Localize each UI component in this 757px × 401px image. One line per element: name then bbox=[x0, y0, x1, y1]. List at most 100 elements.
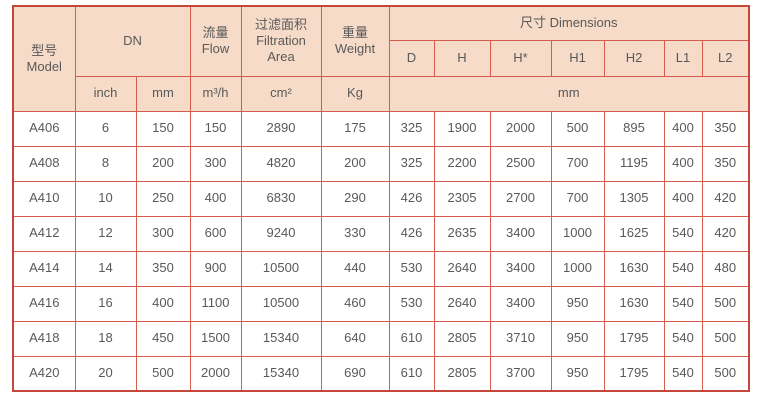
cell-d: 325 bbox=[388, 145, 435, 182]
cell-h2: 1795 bbox=[603, 355, 665, 392]
cell-l1: 400 bbox=[663, 145, 703, 182]
cell-flow: 400 bbox=[189, 180, 242, 217]
header-flow-zh: 流量 bbox=[202, 25, 229, 40]
cell-weight: 175 bbox=[320, 110, 390, 147]
cell-d: 530 bbox=[388, 250, 435, 287]
table-row: A408 8 200 300 4820 200 325 2200 2500 700 1195 400 3… bbox=[12, 145, 750, 182]
unit-mm: mm bbox=[135, 75, 191, 112]
cell-model: A414 bbox=[12, 250, 76, 287]
cell-h1: 950 bbox=[550, 320, 605, 357]
header-model-zh: 型号 bbox=[31, 42, 58, 58]
header-row-units: inch mm m³/h cm² Kg mm bbox=[13, 75, 750, 112]
header-model: 型号 Model bbox=[12, 5, 76, 112]
table-row: A420 20 500 2000 15340 690 610 2805 3700 950 1795 5… bbox=[12, 355, 750, 392]
header-dim-h-star: H* bbox=[489, 39, 552, 77]
cell-mm: 150 bbox=[135, 110, 191, 147]
cell-inch: 8 bbox=[74, 145, 137, 182]
cell-mm: 450 bbox=[135, 320, 191, 357]
cell-h_star: 3400 bbox=[489, 215, 552, 252]
cell-h: 2805 bbox=[433, 320, 491, 357]
cell-area: 2890 bbox=[240, 110, 322, 147]
cell-h1: 1000 bbox=[550, 215, 605, 252]
cell-inch: 14 bbox=[74, 250, 137, 287]
header-flow-en: Flow bbox=[201, 41, 230, 57]
header-row-1: 型号 Model DN 流量 Flow 过滤面积 Filtration Area… bbox=[12, 5, 750, 112]
cell-flow: 1500 bbox=[189, 320, 242, 357]
cell-l2: 480 bbox=[701, 250, 750, 287]
cell-h: 2200 bbox=[433, 145, 491, 182]
cell-mm: 350 bbox=[135, 250, 191, 287]
table-row: A416 16 400 1100 10500 460 530 2640 3400 950 1630 5… bbox=[12, 285, 750, 322]
cell-model: A408 bbox=[12, 145, 76, 182]
cell-flow: 150 bbox=[189, 110, 242, 147]
cell-h2: 1630 bbox=[603, 250, 665, 287]
cell-l1: 540 bbox=[663, 285, 703, 322]
cell-h1: 950 bbox=[550, 285, 605, 322]
table-row: A406 6 150 150 2890 175 325 1900 2000 500 895 400 35… bbox=[12, 110, 750, 147]
cell-h: 2640 bbox=[433, 250, 491, 287]
cell-h: 1900 bbox=[433, 110, 491, 147]
cell-l1: 400 bbox=[663, 110, 703, 147]
cell-h1: 700 bbox=[550, 180, 605, 217]
cell-d: 325 bbox=[388, 110, 435, 147]
cell-h1: 1000 bbox=[550, 250, 605, 287]
cell-mm: 250 bbox=[135, 180, 191, 217]
cell-h2: 895 bbox=[603, 110, 665, 147]
cell-l2: 500 bbox=[701, 285, 750, 322]
cell-h2: 1195 bbox=[603, 145, 665, 182]
header-filtration-area: 过滤面积 Filtration Area bbox=[240, 5, 322, 77]
cell-l1: 540 bbox=[663, 320, 703, 357]
cell-l1: 540 bbox=[663, 355, 703, 392]
cell-h_star: 3400 bbox=[489, 285, 552, 322]
cell-inch: 10 bbox=[74, 180, 137, 217]
cell-weight: 690 bbox=[320, 355, 390, 392]
cell-mm: 200 bbox=[135, 145, 191, 182]
cell-d: 610 bbox=[388, 355, 435, 392]
cell-mm: 300 bbox=[135, 215, 191, 252]
cell-flow: 900 bbox=[189, 250, 242, 287]
cell-weight: 460 bbox=[320, 285, 390, 322]
cell-h_star: 2500 bbox=[489, 145, 552, 182]
cell-h_star: 3700 bbox=[489, 355, 552, 392]
cell-model: A412 bbox=[12, 215, 76, 252]
unit-dimensions: mm bbox=[388, 75, 750, 112]
cell-area: 15340 bbox=[240, 320, 322, 357]
header-weight-zh: 重量 bbox=[341, 25, 368, 40]
cell-mm: 500 bbox=[135, 355, 191, 392]
cell-l1: 540 bbox=[663, 250, 703, 287]
header-dim-h1: H1 bbox=[550, 39, 605, 77]
cell-inch: 6 bbox=[74, 110, 137, 147]
header-filtration-en: Filtration Area bbox=[256, 33, 306, 65]
header-filtration-zh: 过滤面积 bbox=[254, 16, 307, 32]
cell-h_star: 2000 bbox=[489, 110, 552, 147]
cell-area: 15340 bbox=[240, 355, 322, 392]
cell-h1: 500 bbox=[550, 110, 605, 147]
header-dim-h2: H2 bbox=[603, 39, 665, 77]
header-dim-l2: L2 bbox=[701, 39, 750, 77]
table-row: A410 10 250 400 6830 290 426 2305 2700 700 1305 400… bbox=[12, 180, 750, 217]
cell-inch: 16 bbox=[74, 285, 137, 322]
cell-weight: 290 bbox=[320, 180, 390, 217]
cell-area: 9240 bbox=[240, 215, 322, 252]
cell-h: 2635 bbox=[433, 215, 491, 252]
cell-model: A420 bbox=[12, 355, 76, 392]
cell-h_star: 3400 bbox=[489, 250, 552, 287]
header-weight: 重量 Weight bbox=[320, 5, 390, 77]
cell-d: 610 bbox=[388, 320, 435, 357]
cell-flow: 300 bbox=[189, 145, 242, 182]
header-dim-l1: L1 bbox=[663, 39, 703, 77]
header-weight-en: Weight bbox=[334, 41, 376, 57]
cell-area: 6830 bbox=[240, 180, 322, 217]
spec-table-container: 型号 Model DN 流量 Flow 过滤面积 Filtration Area… bbox=[12, 5, 750, 392]
cell-area: 10500 bbox=[240, 250, 322, 287]
cell-l2: 420 bbox=[701, 180, 750, 217]
unit-area: cm² bbox=[240, 75, 322, 112]
unit-flow: m³/h bbox=[189, 75, 242, 112]
cell-model: A406 bbox=[12, 110, 76, 147]
cell-inch: 12 bbox=[74, 215, 137, 252]
cell-model: A416 bbox=[12, 285, 76, 322]
cell-weight: 440 bbox=[320, 250, 390, 287]
cell-flow: 600 bbox=[189, 215, 242, 252]
cell-h2: 1630 bbox=[603, 285, 665, 322]
cell-mm: 400 bbox=[135, 285, 191, 322]
